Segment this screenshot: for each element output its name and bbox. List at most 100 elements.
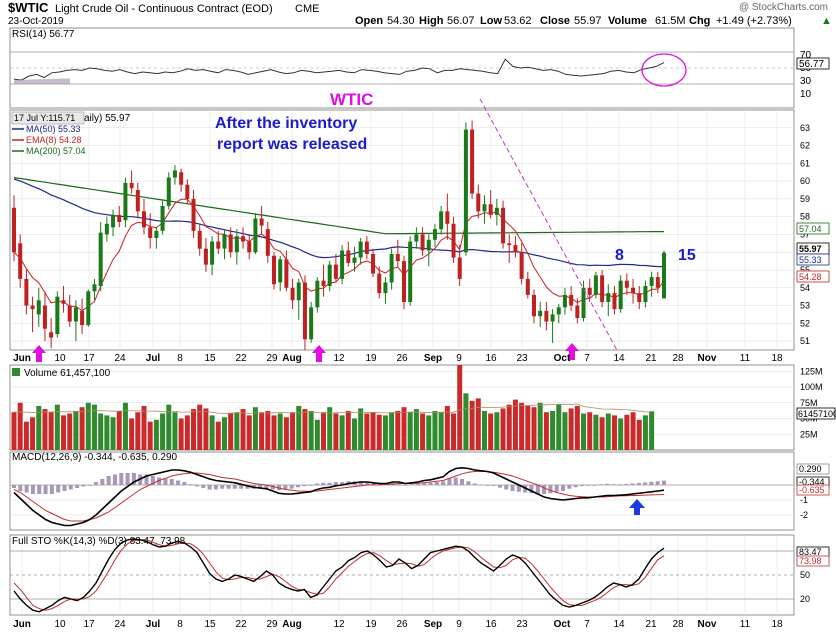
macd-histogram-bar — [201, 485, 206, 488]
bar-body — [135, 190, 140, 212]
volume-bar — [141, 405, 147, 450]
volume-bar — [364, 413, 370, 450]
price-bar — [216, 230, 221, 254]
bar-body — [550, 314, 555, 322]
macd-histogram-bar — [302, 485, 307, 487]
ma50-value-label: 55.33 — [799, 255, 822, 265]
x-label-bottom-17: Oct — [554, 619, 571, 630]
x-label-bottom-12: 26 — [396, 619, 408, 630]
macd-histogram-bar — [478, 484, 483, 486]
bar-body — [346, 250, 351, 263]
price-right-labels: 57.04 55.97 55.33 54.28 — [796, 222, 830, 283]
ma200-path — [13, 177, 664, 235]
chart-date: 23-Oct-2019 — [8, 16, 64, 27]
bar-body — [241, 236, 246, 242]
volume-bar — [333, 413, 339, 450]
bar-body — [519, 252, 524, 279]
count-8-annotation: 8 — [615, 247, 624, 264]
volume-bar — [79, 407, 85, 450]
open-label: Open — [355, 15, 383, 27]
volume-bar — [91, 404, 97, 450]
macd-histogram-bar — [605, 483, 610, 485]
high-label: High — [419, 15, 444, 27]
bar-body — [463, 129, 468, 253]
x-label-bottom-13: Sep — [424, 619, 442, 630]
price-bar — [203, 238, 208, 272]
x-label-1: 10 — [54, 353, 66, 364]
volume-bar — [17, 402, 23, 450]
volume-bar — [48, 412, 54, 450]
volume-tick-100M: 100M — [800, 382, 823, 392]
macd-histogram-bar — [428, 482, 433, 485]
volume-bar — [172, 412, 178, 450]
volume-bar — [246, 415, 252, 450]
bar-body — [104, 223, 109, 235]
bar-body — [371, 254, 376, 274]
count-15-annotation: 15 — [678, 247, 696, 264]
volume-bar — [525, 405, 531, 450]
sto-d-line — [13, 539, 665, 611]
price-bar — [327, 261, 332, 292]
price-bar — [222, 229, 227, 260]
bar-body — [395, 254, 400, 262]
bar-body — [24, 278, 29, 306]
macd-histogram-bar — [239, 485, 244, 489]
price-bar — [210, 236, 215, 276]
bar-body — [160, 206, 165, 231]
macd-histogram-bar — [497, 485, 502, 488]
rsi-tick-10: 10 — [800, 89, 812, 100]
bar-body — [389, 254, 394, 283]
price-bar — [476, 184, 481, 219]
bar-body — [179, 172, 184, 185]
bar-body — [42, 305, 47, 329]
macd-histogram-bar — [447, 478, 452, 485]
macd-histogram-bar — [62, 485, 67, 491]
sto-d-box — [796, 555, 830, 567]
macd-histogram-bar — [182, 482, 187, 485]
bar-body — [612, 293, 617, 310]
volume-title: Volume 61,457,100 — [24, 368, 111, 379]
price-bar — [129, 170, 134, 194]
bar-body — [272, 255, 276, 285]
chart-name: Light Crude Oil - Continuous Contract (E… — [55, 3, 273, 15]
volume-bar — [519, 402, 525, 450]
volume-bar — [587, 412, 593, 450]
price-bar — [42, 291, 47, 342]
macd-histogram-bar — [409, 484, 414, 486]
bar-body — [432, 229, 437, 240]
ema8-line — [13, 198, 665, 312]
ma200-line — [13, 177, 664, 235]
price-bar — [352, 246, 357, 272]
volume-tick-125M: 125M — [800, 366, 823, 376]
x-label-24: 18 — [771, 353, 783, 364]
x-label-0: Jun — [13, 353, 31, 364]
price-bar — [290, 278, 295, 310]
price-bar — [519, 243, 524, 285]
price-bar — [18, 234, 23, 288]
x-label-8: 29 — [266, 353, 278, 364]
price-bar — [104, 216, 109, 242]
bar-body — [556, 307, 561, 315]
volume-bar — [413, 409, 419, 450]
chart-symbol: $WTIC — [8, 0, 49, 15]
x-label-4: Jul — [146, 353, 161, 364]
volume-tick-75M: 75M — [800, 398, 818, 408]
bar-body — [234, 236, 239, 253]
macd-histogram-bar — [662, 480, 666, 485]
price-bar — [482, 195, 487, 224]
chg-value: +1.49 (+2.73%) — [716, 15, 792, 27]
volume-bar — [67, 413, 73, 450]
bar-body — [172, 170, 177, 178]
macd-histogram-bar — [295, 485, 300, 488]
bar-body — [36, 300, 41, 315]
x-label-bottom-19: 14 — [613, 619, 625, 630]
volume-legend-swatch — [12, 368, 20, 376]
x-label-23: 11 — [740, 353, 751, 364]
x-label-bottom-18: 7 — [584, 619, 590, 630]
blue-up-arrow — [629, 499, 645, 515]
macd-histogram-bar — [12, 485, 16, 488]
macd-panel: MACD(12,26,9) -0.344, -0.635, 0.290 0-1-… — [12, 452, 830, 527]
bar-body — [197, 230, 202, 249]
macd-histogram-bar — [144, 474, 149, 485]
bar-body — [544, 310, 549, 322]
